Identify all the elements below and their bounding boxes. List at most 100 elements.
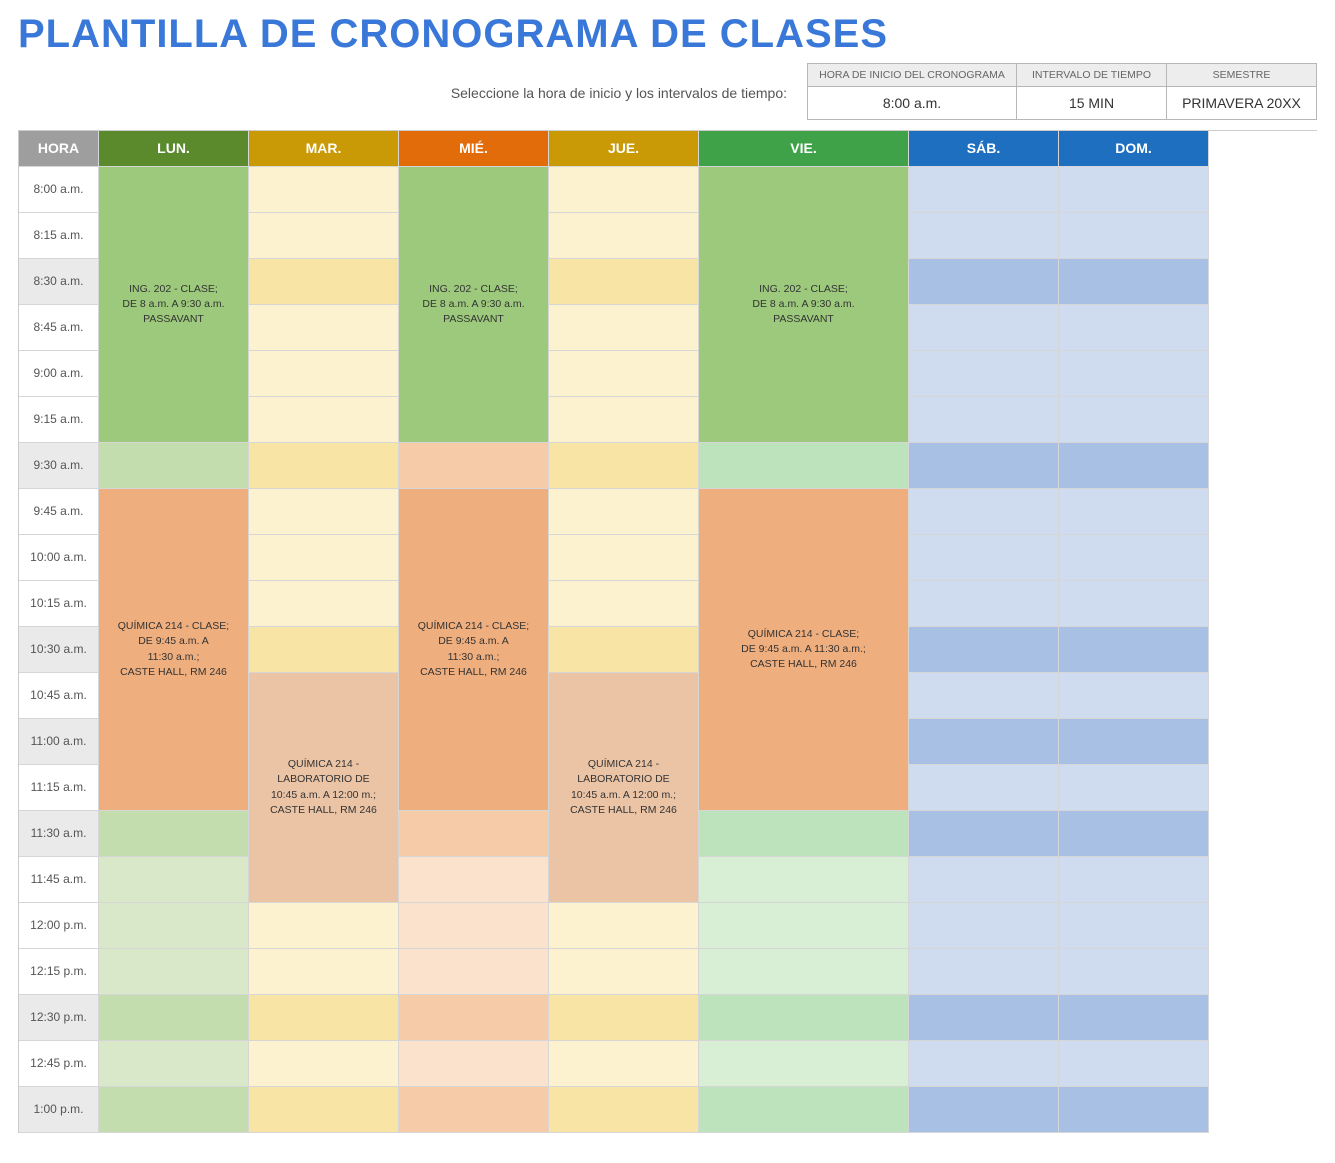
schedule-cell[interactable] bbox=[549, 167, 699, 213]
schedule-cell[interactable] bbox=[99, 443, 249, 489]
schedule-cell[interactable] bbox=[549, 213, 699, 259]
schedule-cell[interactable] bbox=[549, 627, 699, 673]
schedule-cell[interactable] bbox=[699, 903, 909, 949]
class-block[interactable]: QUÍMICA 214 - LABORATORIO DE 10:45 a.m. … bbox=[249, 673, 399, 903]
param-semester-value[interactable]: PRIMAVERA 20XX bbox=[1172, 87, 1311, 119]
class-block[interactable]: QUÍMICA 214 - CLASE; DE 9:45 a.m. A 11:3… bbox=[699, 489, 909, 811]
schedule-cell[interactable] bbox=[249, 351, 399, 397]
schedule-cell[interactable] bbox=[1059, 535, 1209, 581]
schedule-cell[interactable] bbox=[909, 1087, 1059, 1133]
schedule-cell[interactable] bbox=[399, 811, 549, 857]
schedule-cell[interactable] bbox=[1059, 857, 1209, 903]
schedule-cell[interactable] bbox=[99, 949, 249, 995]
schedule-cell[interactable] bbox=[699, 949, 909, 995]
schedule-cell[interactable] bbox=[699, 1087, 909, 1133]
schedule-cell[interactable] bbox=[909, 627, 1059, 673]
schedule-cell[interactable] bbox=[249, 213, 399, 259]
schedule-cell[interactable] bbox=[1059, 213, 1209, 259]
schedule-cell[interactable] bbox=[549, 489, 699, 535]
schedule-cell[interactable] bbox=[249, 1087, 399, 1133]
schedule-cell[interactable] bbox=[909, 535, 1059, 581]
schedule-cell[interactable] bbox=[249, 995, 399, 1041]
schedule-cell[interactable] bbox=[699, 1041, 909, 1087]
schedule-cell[interactable] bbox=[99, 1041, 249, 1087]
schedule-cell[interactable] bbox=[1059, 167, 1209, 213]
schedule-cell[interactable] bbox=[1059, 259, 1209, 305]
schedule-cell[interactable] bbox=[909, 305, 1059, 351]
schedule-cell[interactable] bbox=[399, 903, 549, 949]
schedule-cell[interactable] bbox=[909, 443, 1059, 489]
schedule-cell[interactable] bbox=[909, 995, 1059, 1041]
schedule-cell[interactable] bbox=[249, 443, 399, 489]
schedule-cell[interactable] bbox=[909, 489, 1059, 535]
schedule-cell[interactable] bbox=[1059, 765, 1209, 811]
schedule-cell[interactable] bbox=[399, 949, 549, 995]
schedule-cell[interactable] bbox=[1059, 673, 1209, 719]
schedule-cell[interactable] bbox=[909, 397, 1059, 443]
schedule-cell[interactable] bbox=[549, 1041, 699, 1087]
schedule-cell[interactable] bbox=[99, 995, 249, 1041]
schedule-cell[interactable] bbox=[909, 351, 1059, 397]
schedule-cell[interactable] bbox=[549, 259, 699, 305]
schedule-cell[interactable] bbox=[399, 995, 549, 1041]
schedule-cell[interactable] bbox=[249, 397, 399, 443]
schedule-cell[interactable] bbox=[909, 903, 1059, 949]
schedule-cell[interactable] bbox=[909, 673, 1059, 719]
schedule-cell[interactable] bbox=[99, 857, 249, 903]
schedule-cell[interactable] bbox=[909, 581, 1059, 627]
schedule-cell[interactable] bbox=[1059, 811, 1209, 857]
schedule-cell[interactable] bbox=[1059, 949, 1209, 995]
schedule-cell[interactable] bbox=[909, 719, 1059, 765]
schedule-cell[interactable] bbox=[549, 305, 699, 351]
schedule-cell[interactable] bbox=[249, 903, 399, 949]
schedule-cell[interactable] bbox=[549, 581, 699, 627]
schedule-cell[interactable] bbox=[909, 765, 1059, 811]
schedule-cell[interactable] bbox=[1059, 1041, 1209, 1087]
schedule-cell[interactable] bbox=[99, 811, 249, 857]
class-block[interactable]: QUÍMICA 214 - CLASE; DE 9:45 a.m. A 11:3… bbox=[399, 489, 549, 811]
schedule-cell[interactable] bbox=[549, 995, 699, 1041]
schedule-cell[interactable] bbox=[699, 857, 909, 903]
schedule-cell[interactable] bbox=[399, 443, 549, 489]
schedule-cell[interactable] bbox=[249, 167, 399, 213]
schedule-cell[interactable] bbox=[1059, 305, 1209, 351]
schedule-cell[interactable] bbox=[1059, 903, 1209, 949]
schedule-cell[interactable] bbox=[1059, 351, 1209, 397]
class-block[interactable]: ING. 202 - CLASE; DE 8 a.m. A 9:30 a.m. … bbox=[99, 167, 249, 443]
schedule-cell[interactable] bbox=[909, 811, 1059, 857]
schedule-cell[interactable] bbox=[909, 949, 1059, 995]
schedule-cell[interactable] bbox=[909, 1041, 1059, 1087]
schedule-cell[interactable] bbox=[1059, 397, 1209, 443]
schedule-cell[interactable] bbox=[1059, 627, 1209, 673]
schedule-cell[interactable] bbox=[1059, 995, 1209, 1041]
schedule-cell[interactable] bbox=[1059, 489, 1209, 535]
class-block[interactable]: ING. 202 - CLASE; DE 8 a.m. A 9:30 a.m. … bbox=[399, 167, 549, 443]
schedule-cell[interactable] bbox=[249, 949, 399, 995]
schedule-cell[interactable] bbox=[249, 1041, 399, 1087]
schedule-cell[interactable] bbox=[549, 351, 699, 397]
schedule-cell[interactable] bbox=[99, 1087, 249, 1133]
schedule-cell[interactable] bbox=[549, 949, 699, 995]
param-interval-value[interactable]: 15 MIN bbox=[1059, 87, 1124, 119]
schedule-cell[interactable] bbox=[549, 1087, 699, 1133]
schedule-cell[interactable] bbox=[909, 167, 1059, 213]
class-block[interactable]: ING. 202 - CLASE; DE 8 a.m. A 9:30 a.m. … bbox=[699, 167, 909, 443]
schedule-cell[interactable] bbox=[1059, 443, 1209, 489]
schedule-cell[interactable] bbox=[249, 305, 399, 351]
schedule-cell[interactable] bbox=[99, 903, 249, 949]
schedule-cell[interactable] bbox=[909, 213, 1059, 259]
schedule-cell[interactable] bbox=[549, 397, 699, 443]
schedule-cell[interactable] bbox=[399, 1087, 549, 1133]
schedule-cell[interactable] bbox=[699, 995, 909, 1041]
schedule-cell[interactable] bbox=[1059, 1087, 1209, 1133]
class-block[interactable]: QUÍMICA 214 - CLASE; DE 9:45 a.m. A 11:3… bbox=[99, 489, 249, 811]
schedule-cell[interactable] bbox=[249, 259, 399, 305]
schedule-cell[interactable] bbox=[1059, 719, 1209, 765]
schedule-cell[interactable] bbox=[549, 535, 699, 581]
param-start-value[interactable]: 8:00 a.m. bbox=[873, 87, 951, 119]
schedule-cell[interactable] bbox=[399, 1041, 549, 1087]
schedule-cell[interactable] bbox=[249, 581, 399, 627]
schedule-cell[interactable] bbox=[249, 627, 399, 673]
schedule-cell[interactable] bbox=[699, 811, 909, 857]
schedule-cell[interactable] bbox=[399, 857, 549, 903]
